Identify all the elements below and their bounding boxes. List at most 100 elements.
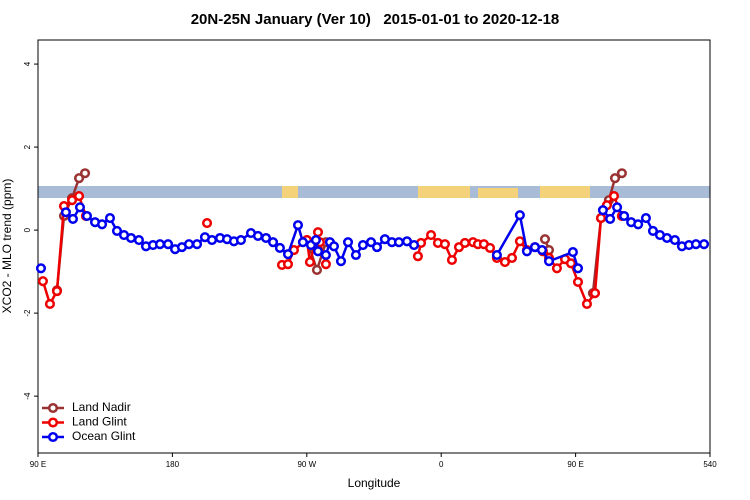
point bbox=[312, 246, 324, 257]
point bbox=[609, 173, 621, 184]
point bbox=[491, 249, 502, 261]
land-band bbox=[282, 186, 298, 198]
point bbox=[539, 234, 551, 245]
land-band bbox=[418, 186, 470, 198]
point bbox=[79, 168, 91, 179]
x-tick-label: 180 bbox=[166, 460, 180, 469]
point bbox=[425, 230, 437, 241]
point bbox=[328, 241, 340, 252]
point bbox=[252, 230, 264, 241]
point bbox=[81, 210, 93, 222]
point bbox=[536, 244, 548, 256]
point bbox=[67, 213, 78, 224]
point bbox=[616, 168, 627, 179]
point bbox=[350, 249, 361, 261]
point bbox=[60, 207, 71, 218]
legend-label: Land Glint bbox=[72, 415, 127, 429]
x-tick-label: 540 bbox=[703, 460, 717, 469]
point bbox=[97, 219, 108, 230]
point bbox=[551, 263, 562, 274]
point bbox=[206, 235, 218, 246]
chart-title: 20N-25N January (Ver 10) 2015-01-01 to 2… bbox=[191, 11, 560, 28]
point bbox=[612, 202, 623, 213]
point bbox=[74, 202, 86, 213]
point bbox=[640, 213, 651, 224]
point bbox=[608, 191, 620, 202]
point bbox=[310, 235, 321, 246]
point bbox=[408, 239, 420, 251]
point bbox=[66, 195, 78, 206]
point bbox=[647, 225, 659, 236]
point bbox=[37, 276, 48, 287]
point bbox=[661, 232, 673, 244]
x-tick-label: 90 W bbox=[297, 460, 316, 469]
point bbox=[484, 242, 496, 254]
point bbox=[191, 239, 203, 250]
point bbox=[154, 239, 166, 250]
point bbox=[35, 263, 47, 274]
x-tick-label: 0 bbox=[439, 460, 444, 469]
point bbox=[304, 257, 315, 268]
point bbox=[543, 256, 555, 267]
point bbox=[412, 251, 423, 262]
point bbox=[297, 237, 308, 248]
point bbox=[74, 173, 85, 184]
point bbox=[44, 298, 55, 310]
point bbox=[282, 259, 294, 270]
point bbox=[320, 259, 331, 270]
point bbox=[565, 258, 577, 269]
legend-marker bbox=[47, 431, 59, 443]
legend-label: Ocean Glint bbox=[72, 429, 136, 443]
y-tick-label: -2 bbox=[23, 309, 32, 317]
point bbox=[371, 242, 383, 253]
plot-frame bbox=[37, 39, 711, 454]
legend-label: Land Nadir bbox=[72, 400, 131, 414]
point bbox=[201, 217, 213, 229]
point bbox=[521, 246, 532, 257]
point bbox=[274, 242, 285, 254]
y-tick-label: -4 bbox=[23, 392, 32, 400]
point bbox=[393, 237, 404, 248]
point bbox=[619, 210, 630, 222]
point bbox=[335, 256, 347, 267]
y-tick-label: 4 bbox=[23, 61, 32, 66]
series bbox=[35, 202, 710, 274]
point bbox=[311, 264, 323, 276]
point bbox=[125, 232, 137, 244]
map-band bbox=[38, 186, 710, 198]
point bbox=[183, 239, 195, 250]
point bbox=[111, 225, 123, 236]
point bbox=[282, 249, 294, 260]
point bbox=[446, 254, 458, 266]
point bbox=[572, 276, 584, 288]
point bbox=[581, 298, 592, 310]
point bbox=[292, 220, 304, 231]
point bbox=[365, 237, 377, 248]
point bbox=[51, 286, 63, 297]
point bbox=[357, 239, 368, 251]
y-tick-label: 2 bbox=[23, 144, 32, 149]
legend-marker bbox=[47, 402, 59, 414]
point bbox=[698, 239, 710, 250]
y-axis-label: XCO2 - MLO trend (ppm) bbox=[0, 179, 14, 314]
point bbox=[104, 213, 116, 224]
x-axis-label: Longitude bbox=[348, 476, 401, 490]
point bbox=[74, 191, 85, 202]
point bbox=[597, 205, 608, 216]
point bbox=[514, 236, 525, 247]
point bbox=[506, 252, 518, 263]
point bbox=[669, 235, 680, 246]
point bbox=[342, 237, 354, 248]
point bbox=[268, 237, 279, 248]
point bbox=[260, 232, 272, 244]
x-tick-label: 90 E bbox=[567, 460, 583, 469]
point bbox=[439, 239, 450, 250]
land-band bbox=[540, 186, 590, 198]
point bbox=[312, 227, 324, 238]
point bbox=[499, 257, 511, 268]
point bbox=[459, 237, 470, 249]
x-tick-label: 90 E bbox=[30, 460, 46, 469]
point bbox=[595, 213, 607, 224]
